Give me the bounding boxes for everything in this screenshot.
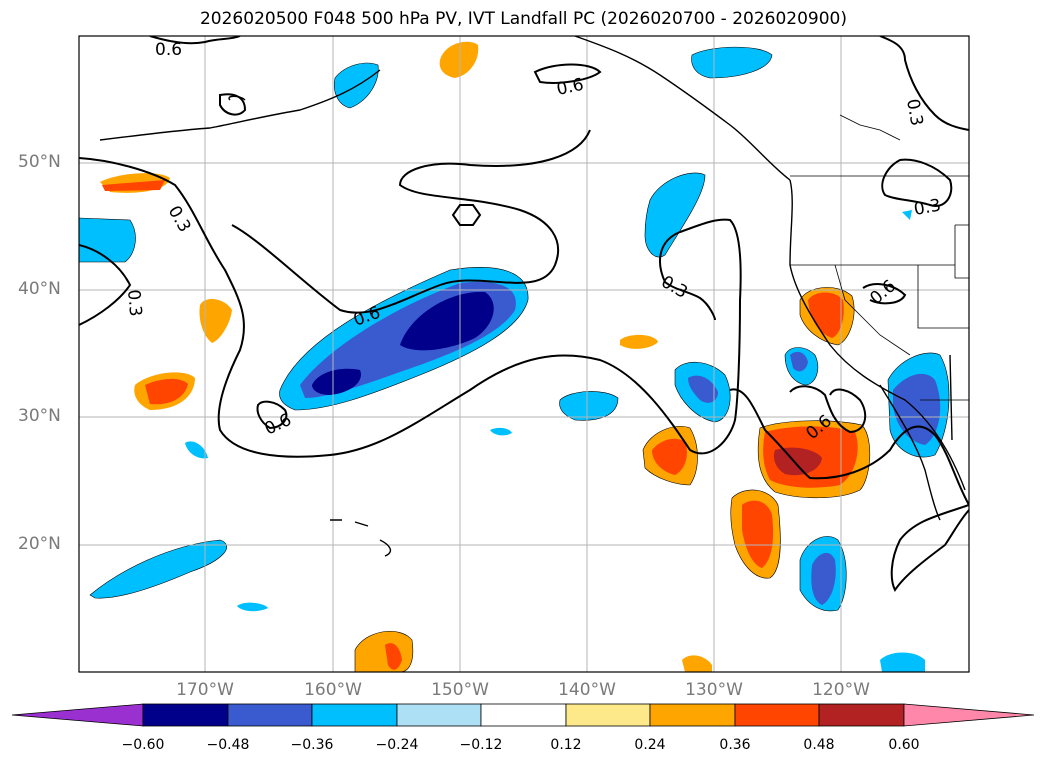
contour-label: 0.3 bbox=[912, 196, 942, 220]
colorbar-extend-max bbox=[903, 703, 1035, 727]
lat-label-40: 40°N bbox=[18, 279, 61, 299]
lat-label-20: 20°N bbox=[18, 534, 61, 554]
map-title: 2026020500 F048 500 hPa PV, IVT Landfall… bbox=[199, 9, 847, 29]
contour-label: 0.6 bbox=[155, 40, 182, 60]
map-frame bbox=[78, 35, 970, 673]
contour-label: 0.3 bbox=[123, 289, 145, 318]
borders bbox=[790, 114, 969, 401]
lon-label-150w: 150°W bbox=[431, 680, 489, 700]
colorbar-tick: −0.60 bbox=[121, 737, 165, 753]
colorbar-tick: −0.48 bbox=[206, 737, 250, 753]
neg-band-core bbox=[400, 291, 494, 351]
lat-label-50: 50°N bbox=[18, 152, 61, 172]
lon-label-160w: 160°W bbox=[304, 680, 362, 700]
gridlines bbox=[79, 36, 969, 672]
contour-label: 0.6 bbox=[866, 276, 900, 309]
coastlines bbox=[99, 36, 966, 557]
lon-label-120w: 120°W bbox=[812, 680, 870, 700]
colorbar-tick: 0.36 bbox=[719, 737, 751, 753]
contour-labels: 0.6 0.6 0.3 0.3 0.3 0.6 0.6 0.3 0.6 0.6 … bbox=[123, 40, 942, 444]
contour-label: 0.6 bbox=[262, 410, 295, 440]
lon-label-130w: 130°W bbox=[685, 680, 743, 700]
colorbar bbox=[11, 703, 1035, 727]
colorbar-tick: −0.24 bbox=[375, 737, 419, 753]
pv-contours bbox=[79, 36, 969, 592]
colorbar-extend-min bbox=[11, 703, 144, 727]
neg-band-core2 bbox=[312, 368, 361, 395]
shading-layer bbox=[79, 41, 950, 672]
lon-label-140w: 140°W bbox=[558, 680, 616, 700]
colorbar-tick: −0.36 bbox=[290, 737, 334, 753]
lat-label-30: 30°N bbox=[18, 406, 61, 426]
lon-label-170w: 170°W bbox=[176, 680, 234, 700]
colorbar-tick: −0.12 bbox=[459, 737, 503, 753]
colorbar-tick: 0.12 bbox=[550, 737, 582, 753]
contour-label: 0.6 bbox=[555, 75, 586, 100]
contour-label: 0.3 bbox=[902, 97, 926, 127]
colorbar-tick: 0.24 bbox=[634, 737, 666, 753]
colorbar-tick: 0.48 bbox=[803, 737, 835, 753]
colorbar-tick: 0.60 bbox=[888, 737, 920, 753]
